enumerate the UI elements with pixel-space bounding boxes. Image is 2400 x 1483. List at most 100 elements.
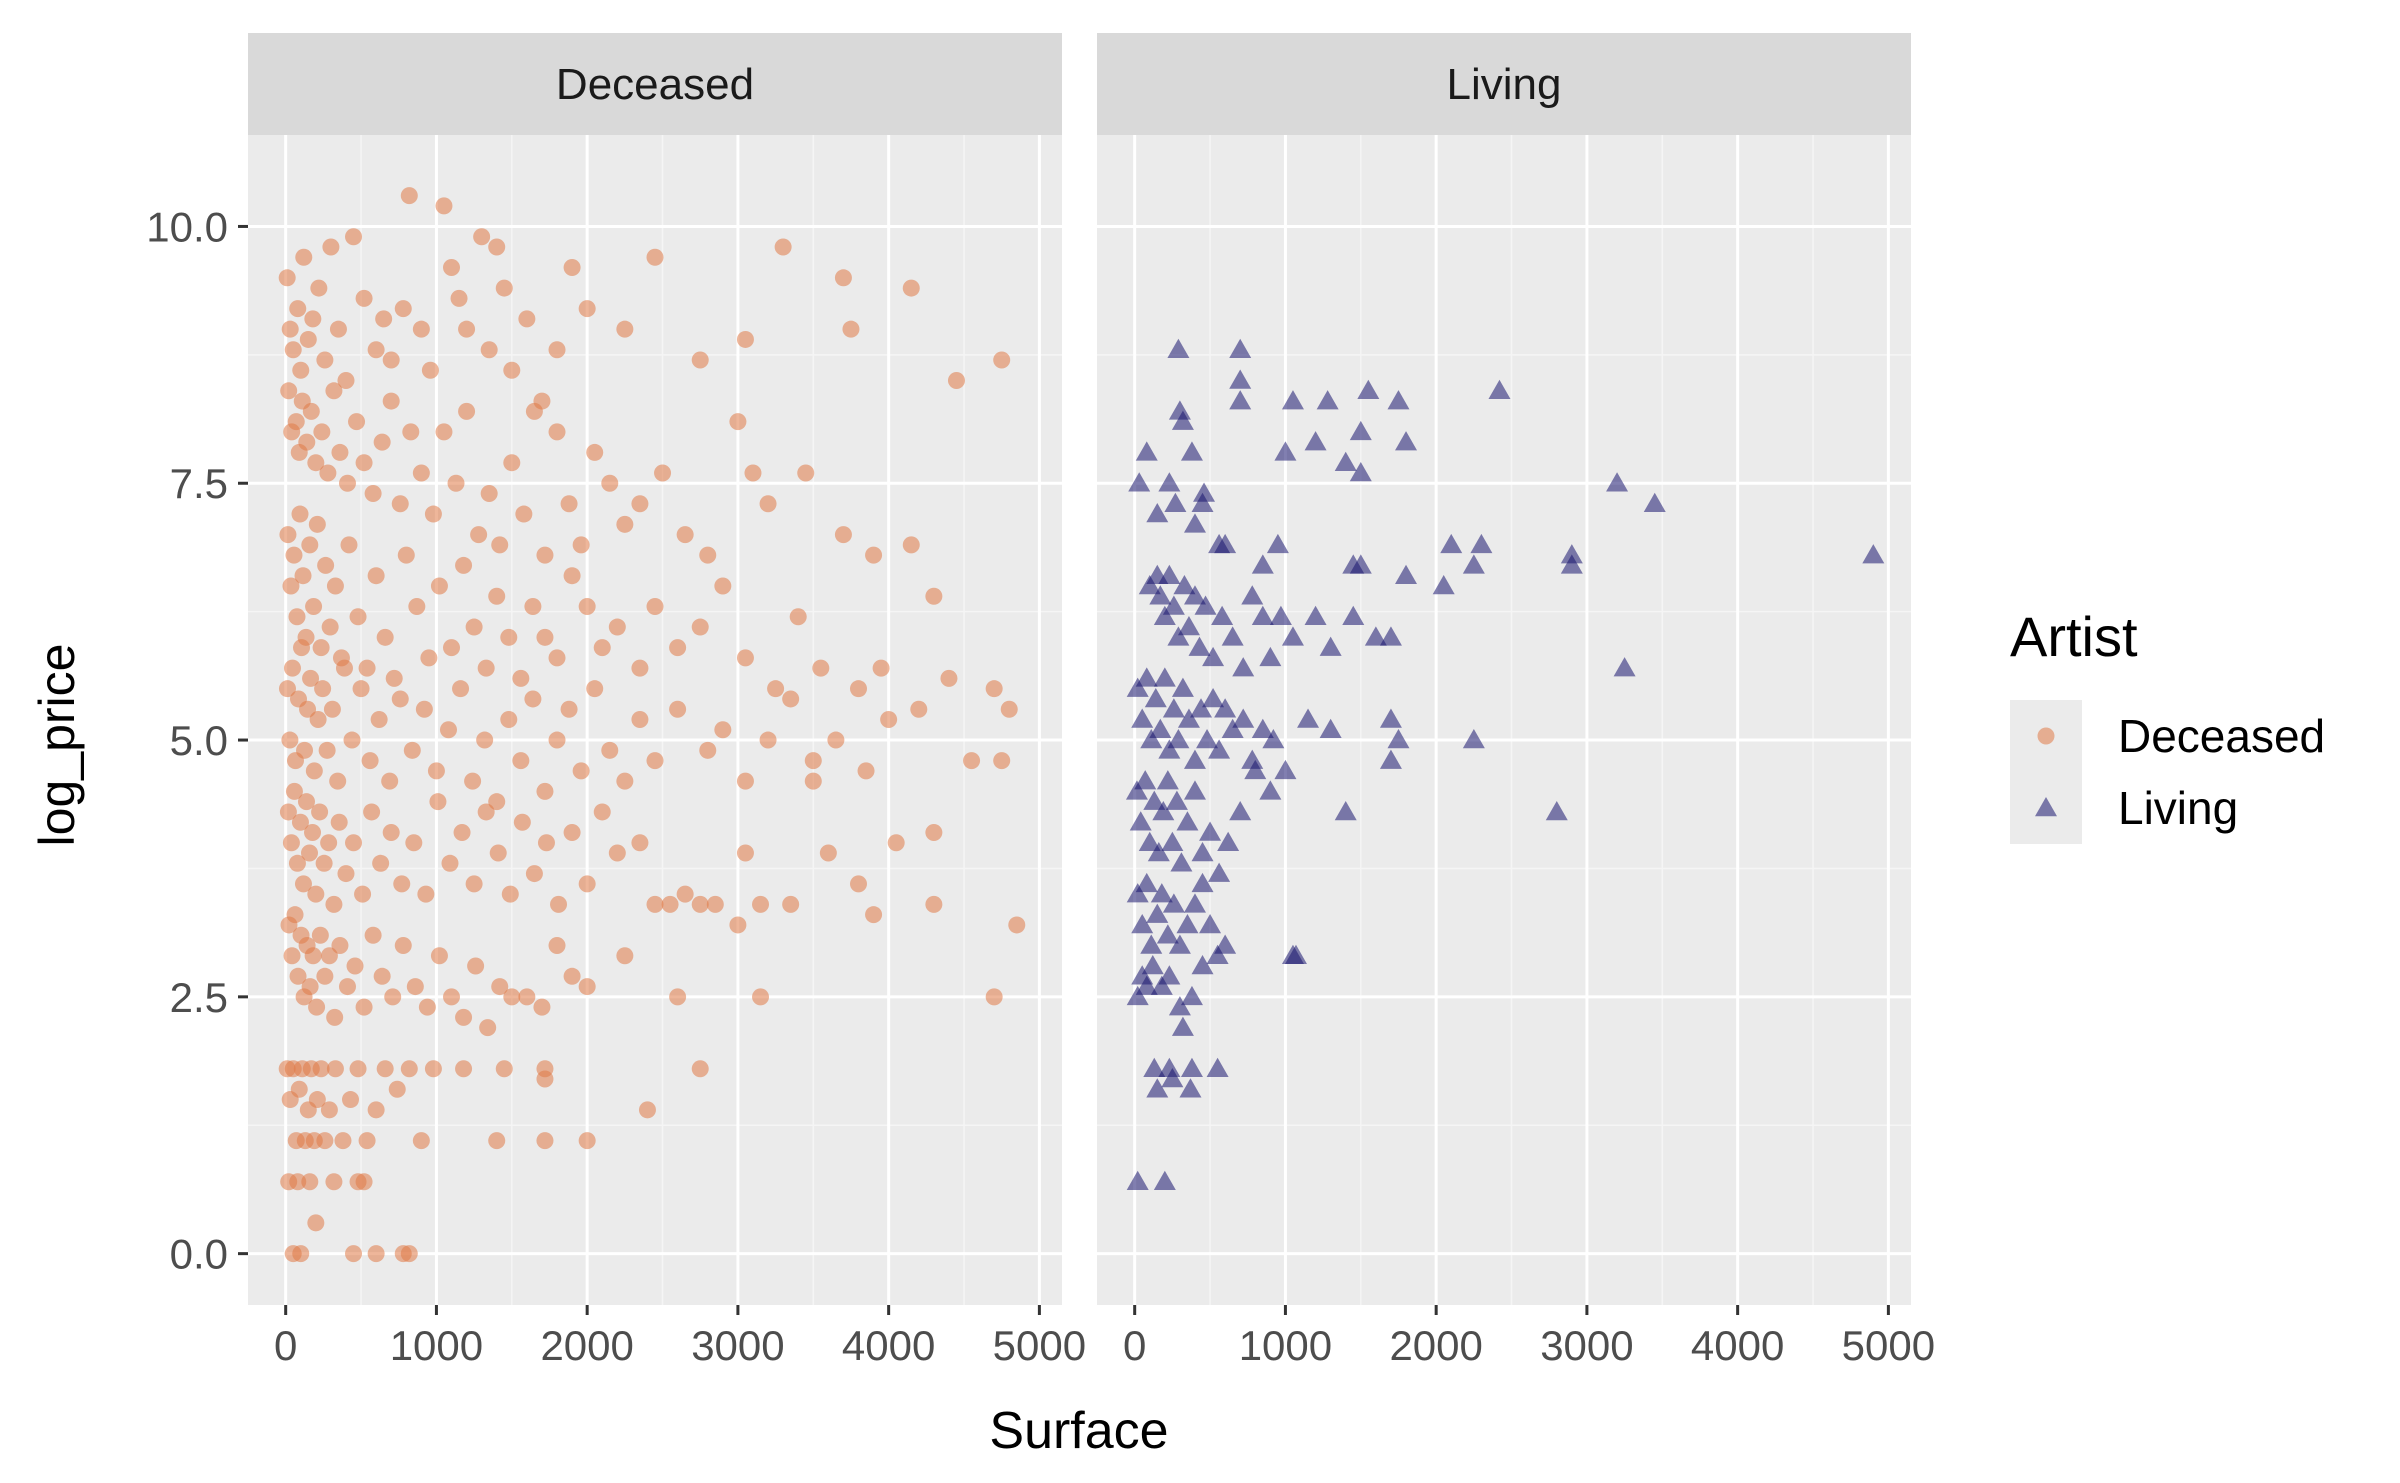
point-living	[1146, 503, 1169, 523]
point-deceased	[525, 865, 543, 883]
point-deceased	[385, 669, 403, 687]
point-deceased	[638, 1101, 656, 1119]
point-deceased	[278, 269, 296, 287]
point-deceased	[427, 762, 445, 780]
legend-symbol-triangle	[2035, 797, 2057, 817]
point-living	[1241, 585, 1264, 605]
point-deceased	[455, 1060, 473, 1078]
point-deceased	[536, 782, 554, 800]
point-living	[1199, 913, 1222, 934]
point-deceased	[501, 885, 519, 903]
point-deceased	[495, 279, 513, 297]
facet-strip-label: Living	[1447, 60, 1562, 109]
point-deceased	[902, 279, 920, 297]
point-deceased	[631, 495, 649, 513]
point-deceased	[993, 351, 1011, 369]
point-living	[1387, 729, 1410, 749]
point-deceased	[313, 423, 331, 441]
point-deceased	[312, 1060, 330, 1078]
point-deceased	[819, 844, 837, 862]
point-living	[1171, 677, 1194, 697]
point-living	[1131, 913, 1154, 934]
point-deceased	[443, 259, 460, 277]
point-deceased	[691, 351, 709, 369]
point-deceased	[631, 711, 649, 728]
point-living	[1262, 729, 1285, 749]
point-deceased	[319, 464, 337, 482]
point-living	[1126, 1170, 1149, 1190]
point-deceased	[338, 978, 356, 996]
point-deceased	[465, 875, 483, 893]
point-living	[1221, 626, 1244, 646]
point-deceased	[902, 536, 920, 554]
point-living	[1395, 564, 1418, 584]
point-living	[1165, 790, 1188, 810]
point-deceased	[608, 618, 626, 636]
point-living	[1214, 533, 1237, 554]
point-deceased	[309, 711, 327, 728]
point-deceased	[593, 803, 611, 821]
point-deceased	[465, 618, 483, 636]
point-deceased	[550, 895, 568, 913]
point-deceased	[453, 823, 471, 841]
point-living	[1158, 564, 1181, 584]
point-deceased	[345, 1245, 363, 1263]
point-deceased	[491, 978, 509, 996]
point-living	[1176, 913, 1199, 934]
point-deceased	[312, 639, 330, 657]
point-deceased	[616, 947, 634, 965]
point-deceased	[285, 782, 303, 800]
point-deceased	[280, 382, 298, 400]
point-deceased	[323, 700, 341, 718]
point-deceased	[676, 885, 694, 903]
point-deceased	[394, 300, 412, 318]
point-deceased	[880, 711, 898, 728]
point-living	[1150, 975, 1173, 995]
point-deceased	[335, 659, 353, 677]
point-deceased	[563, 567, 581, 585]
point-living	[1229, 800, 1252, 821]
point-deceased	[355, 998, 373, 1016]
point-deceased	[767, 680, 785, 698]
x-axes: 0 1000 2000 3000 4000 5000 0 1000 2000 3000 4000 50…	[274, 1305, 1935, 1369]
point-living	[1196, 729, 1219, 749]
point-living	[1251, 554, 1274, 574]
point-deceased	[348, 413, 366, 431]
point-deceased	[326, 577, 344, 595]
point-deceased	[334, 1132, 352, 1150]
point-deceased	[661, 895, 679, 913]
point-living	[1126, 677, 1149, 697]
point-living	[1162, 698, 1185, 718]
point-deceased	[355, 289, 373, 307]
point-deceased	[669, 639, 687, 657]
point-deceased	[418, 998, 436, 1016]
point-deceased	[586, 680, 604, 698]
point-living	[1304, 605, 1327, 626]
point-deceased	[295, 248, 313, 266]
point-deceased	[439, 721, 457, 739]
point-deceased	[318, 741, 336, 759]
point-living	[1125, 780, 1148, 800]
point-living	[1183, 513, 1206, 533]
point-deceased	[925, 587, 943, 605]
point-living	[1191, 842, 1214, 862]
point-living	[1153, 667, 1176, 687]
x-tick-label: 1000	[1239, 1322, 1332, 1369]
point-deceased	[340, 536, 358, 554]
point-living	[1143, 1057, 1166, 1077]
point-living	[1180, 985, 1203, 1006]
point-living	[1364, 626, 1387, 646]
point-deceased	[533, 998, 551, 1016]
point-deceased	[291, 813, 309, 831]
point-living	[1167, 626, 1190, 646]
point-living	[1274, 759, 1297, 780]
point-deceased	[515, 505, 533, 523]
point-living	[1440, 533, 1463, 554]
point-deceased	[364, 926, 382, 944]
point-living	[1379, 626, 1402, 646]
point-living	[1232, 708, 1255, 728]
point-living	[1862, 544, 1885, 564]
point-deceased	[288, 608, 306, 626]
point-deceased	[308, 998, 326, 1016]
